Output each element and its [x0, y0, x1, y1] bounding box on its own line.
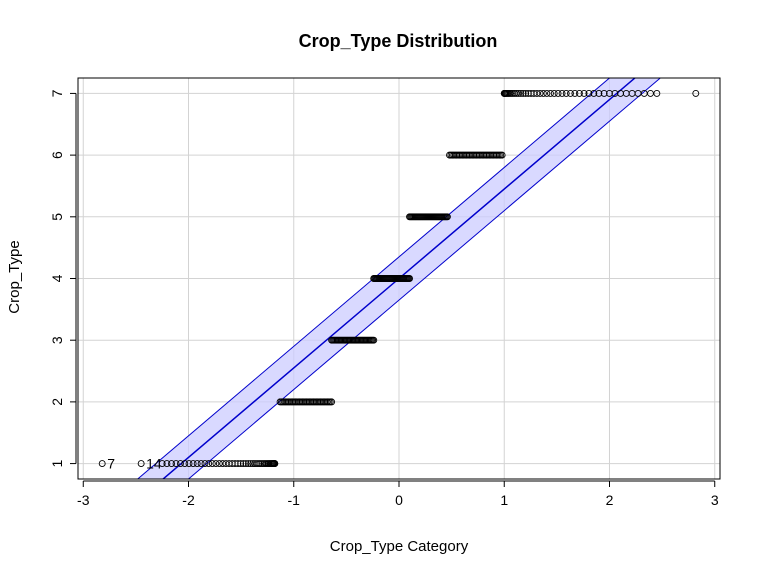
- data-point: [533, 89, 541, 97]
- x-tick-label: 2: [606, 492, 614, 508]
- data-point: [558, 89, 566, 97]
- data-point: [197, 460, 205, 468]
- y-tick-label: 7: [49, 89, 65, 97]
- data-point: [550, 89, 558, 97]
- data-point: [522, 89, 530, 97]
- data-point: [271, 460, 279, 468]
- x-tick-label: -2: [182, 492, 195, 508]
- x-tick-label: -1: [288, 492, 301, 508]
- x-axis: -3 -2 -1 0 1 2 3: [77, 480, 719, 508]
- data-point: [185, 460, 193, 468]
- data-point: [234, 460, 242, 468]
- y-tick-label: 3: [49, 336, 65, 344]
- data-point: [189, 460, 197, 468]
- data-point: [571, 89, 579, 97]
- outlier-labels: 7 14: [107, 456, 162, 472]
- data-point: [370, 336, 378, 344]
- data-point: [158, 460, 166, 468]
- data-point: [168, 460, 175, 468]
- data-point: [692, 89, 700, 97]
- y-tick-label: 1: [49, 459, 65, 467]
- data-point: [137, 460, 145, 468]
- data-point: [212, 460, 220, 468]
- data-point: [590, 89, 598, 97]
- data-point: [242, 460, 250, 468]
- confidence-band-upper: [136, 78, 611, 479]
- data-point: [515, 89, 523, 97]
- data-point: [215, 460, 223, 468]
- data-point: [244, 460, 252, 468]
- data-point: [547, 89, 554, 97]
- y-tick-label: 6: [49, 151, 65, 159]
- x-axis-label: Crop_Type Category: [330, 538, 469, 555]
- outlier-label: 7: [107, 456, 115, 472]
- data-point: [606, 89, 613, 97]
- data-point: [98, 460, 106, 468]
- data-point: [406, 275, 413, 282]
- data-point: [585, 89, 593, 97]
- data-point: [253, 460, 261, 468]
- data-point: [181, 460, 189, 468]
- data-point: [163, 460, 171, 468]
- data-point: [239, 460, 247, 468]
- data-point: [539, 89, 547, 97]
- data-point: [205, 460, 213, 468]
- data-point: [328, 398, 336, 406]
- data-point: [498, 151, 506, 159]
- data-point: [255, 460, 263, 468]
- x-tick-label: 3: [711, 492, 719, 508]
- data-point: [172, 460, 180, 468]
- y-tick-label: 5: [49, 213, 65, 221]
- data-point: [177, 460, 184, 468]
- y-axis: 1 2 3 4 5 6 7: [49, 89, 77, 467]
- data-point: [567, 89, 574, 97]
- data-point: [653, 89, 661, 97]
- data-point: [562, 89, 570, 97]
- y-tick-label: 2: [49, 398, 65, 406]
- data-point: [554, 89, 562, 97]
- data-point: [193, 460, 201, 468]
- data-point: [595, 89, 603, 97]
- data-point: [519, 89, 527, 97]
- data-point: [517, 89, 525, 97]
- data-point: [201, 460, 209, 468]
- confidence-band-lower: [187, 78, 662, 479]
- data-point: [208, 460, 216, 468]
- data-point: [237, 460, 245, 468]
- data-point: [575, 89, 583, 97]
- plot-frame: [77, 77, 721, 480]
- x-tick-label: 0: [395, 492, 403, 508]
- outlier-label: 14: [146, 456, 162, 472]
- y-tick-label: 4: [49, 274, 65, 282]
- data-point: [443, 213, 451, 221]
- data-points: [98, 89, 700, 468]
- data-point: [580, 89, 588, 97]
- data-point: [536, 89, 544, 97]
- x-tick-label: -3: [77, 492, 90, 508]
- data-point: [543, 89, 551, 97]
- data-point: [513, 89, 521, 97]
- chart-title: Crop_Type Distribution: [299, 31, 498, 51]
- data-point: [600, 89, 608, 97]
- x-tick-label: 1: [500, 492, 508, 508]
- y-axis-label: Crop_Type: [6, 240, 23, 313]
